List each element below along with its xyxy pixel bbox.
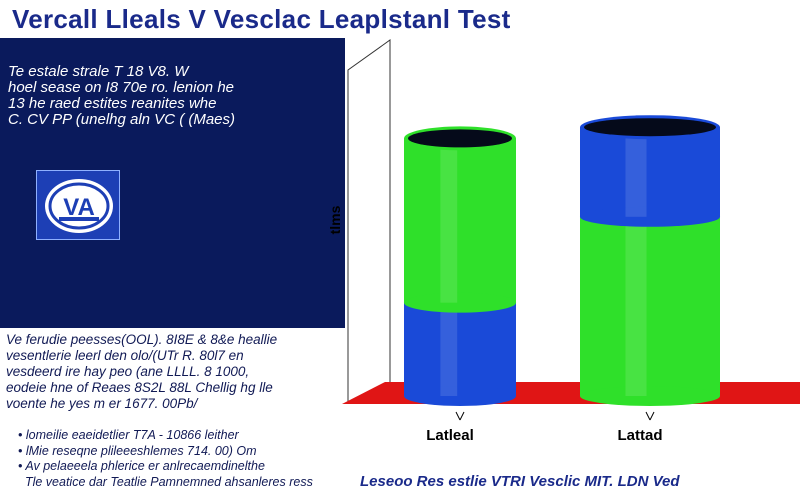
bullet-item: • lMie reseqne plileeeshlemes 714. 00) O… — [18, 443, 257, 458]
note-line: vesdeerd ire hay peo (ane LLLL. 8 1000, — [6, 364, 250, 379]
logo-text: VA — [63, 194, 95, 221]
bar-highlight — [440, 138, 458, 303]
bullet-text: lMie reseqne plileeeshlemes 714. 00) Om — [25, 443, 257, 458]
logo-emblem-icon: VA — [45, 179, 113, 233]
description: Te estale strale T 18 V8. W hoel sease o… — [8, 64, 298, 128]
x-tick-label: Latleal — [426, 427, 474, 444]
bullet-item: • Av pelaeeela phlerice er anlrecaemdine… — [18, 459, 265, 473]
bullet-item: • lomeilie eaeidetlier T7A - 10866 leith… — [18, 428, 239, 442]
y-axis-label: tlms — [327, 205, 343, 234]
bar-segment-bottom — [580, 386, 720, 406]
bar-segment-bottom — [404, 386, 516, 406]
bullet-text: lomeilie eaeidetlier T7A - 10866 leither — [25, 428, 239, 442]
page-title: Vercall Lleals V Vesclac Leaplstanl Test — [12, 4, 511, 34]
description-line: C. CV PP (unelhg aln VC ( (Maes) — [8, 111, 236, 128]
note-box — [0, 328, 345, 496]
note-line: Ve ferudie peesses(OOL). 8I8E & 8&e heal… — [6, 332, 278, 347]
x-tick — [459, 411, 465, 421]
bar-segment — [580, 127, 720, 217]
bar-segment — [404, 138, 516, 303]
x-tick — [455, 411, 461, 421]
title-bar — [0, 0, 800, 38]
bar-top — [584, 118, 716, 137]
bar-highlight — [625, 216, 647, 396]
bar-highlight — [625, 127, 647, 217]
chart-axis-wall — [347, 39, 391, 402]
bar-segment-bottom — [404, 292, 516, 313]
bullet-item: Tle veatice dar Teatlie Pamnemned ahsanl… — [18, 475, 348, 491]
bar-segment — [404, 302, 516, 396]
bar-highlight — [440, 302, 458, 396]
bar-segment-bottom — [580, 206, 720, 227]
bar-segment — [580, 216, 720, 396]
description-line: Te estale strale T 18 V8. W — [8, 63, 189, 80]
logo: VA — [36, 170, 120, 240]
description-line: 13 he raed estites reanites whe — [8, 95, 217, 112]
note-line: voente he yes m er 1677. 00Pb/ — [6, 396, 198, 411]
x-tick — [645, 411, 651, 421]
x-tick — [649, 411, 655, 421]
note-line: eodeie hne of Reaes 8S2L 88L Chellig hg … — [6, 380, 273, 395]
bullet-list: • lomeilie eaeidetlier T7A - 10866 leith… — [18, 428, 348, 490]
bar-top — [408, 129, 512, 148]
note: Ve ferudie peesses(OOL). 8I8E & 8&e heal… — [6, 332, 341, 412]
caption: Leseoo Res estlie VTRI Vesclic MIT. LDN … — [360, 473, 680, 490]
description-line: hoel sease on I8 70e ro. lenion he — [8, 79, 235, 96]
bullet-text: Av pelaeeela phlerice er anlrecaemdinelt… — [25, 459, 265, 473]
bullet-text: Tle veatice dar Teatlie Pamnemned ahsanl… — [24, 474, 313, 489]
note-line: vesentlerie leerl den olo/(UTr R. 80l7 e… — [6, 348, 244, 363]
x-tick-label: Lattad — [618, 427, 663, 444]
